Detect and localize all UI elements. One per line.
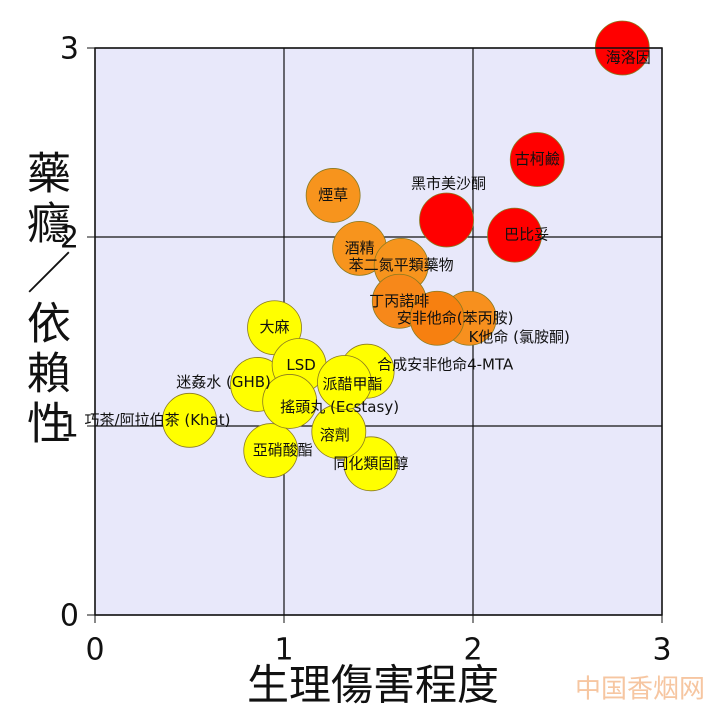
point-label: 合成安非他命4-MTA	[377, 356, 514, 374]
point	[162, 392, 217, 448]
x-axis-label: 生理傷害程度	[247, 661, 499, 710]
x-tick-label: 1	[274, 633, 293, 668]
point-label: 黑市美沙酮	[411, 174, 486, 192]
y-tick-label: 0	[60, 599, 79, 634]
point-label: 古柯鹼	[515, 150, 560, 168]
x-tick-label: 2	[463, 633, 482, 668]
point-label: 搖頭丸 (Ecstasy)	[280, 398, 399, 416]
point-label: 酒精	[345, 239, 375, 257]
point-label: 大麻	[260, 318, 290, 336]
plot-area	[95, 48, 662, 615]
point-label: 煙草	[318, 186, 348, 204]
y-tick-label: 1	[60, 410, 79, 445]
point	[409, 290, 465, 346]
marks	[162, 20, 650, 492]
x-tick-label: 3	[652, 633, 671, 668]
y-tick-label: 3	[60, 32, 79, 67]
y-tick-label: 2	[60, 221, 79, 256]
point-label: 亞硝酸酯	[253, 441, 313, 459]
x-tick-label: 0	[85, 633, 104, 668]
point	[317, 355, 372, 410]
point-label: 迷姦水 (GHB)	[176, 373, 271, 391]
watermark: 中国香烟网	[575, 675, 705, 705]
point-label: 安非他命(苯丙胺)	[397, 309, 514, 327]
point	[262, 374, 318, 429]
point-label: 巴比妥	[504, 226, 549, 244]
point	[305, 168, 361, 223]
point	[509, 132, 565, 187]
point-label: LSD	[286, 356, 315, 374]
point-label: K他命 (氯胺酮)	[469, 328, 570, 346]
point-label: 巧茶/阿拉伯茶 (Khat)	[85, 411, 231, 429]
point-label: 海洛因	[606, 49, 651, 67]
point-label: 苯二氮平類藥物	[349, 256, 454, 274]
point	[243, 423, 299, 478]
point-label: 同化類固醇	[333, 454, 408, 472]
point-label: 派醋甲酯	[322, 375, 382, 393]
y-axis-label: 藥癮／依賴性	[19, 150, 70, 450]
plot-frame	[94, 47, 663, 616]
point-label: 溶劑	[320, 426, 350, 444]
point	[419, 192, 474, 248]
point-label: 丁丙諾啡	[369, 292, 429, 310]
point	[487, 207, 542, 263]
